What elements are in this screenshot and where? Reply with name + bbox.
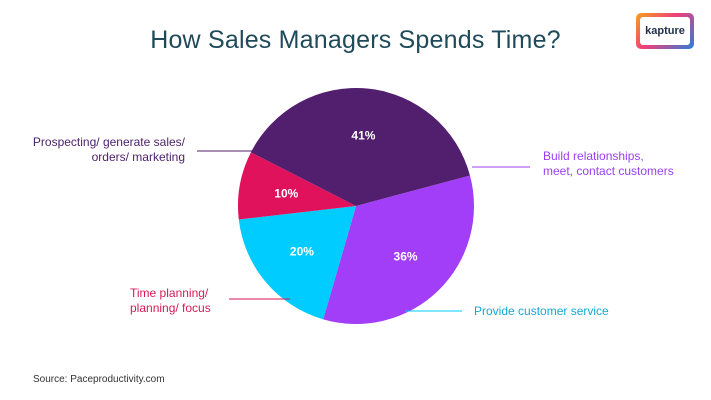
source-note: Source: Paceproductivity.com	[33, 374, 165, 385]
chart-title: How Sales Managers Spends Time?	[150, 26, 561, 54]
slice-percent-label: 36%	[394, 250, 418, 264]
kapture-logo: kapture	[636, 13, 694, 49]
slice-category-label: Prospecting/ generate sales/orders/ mark…	[33, 135, 186, 164]
pie-slice	[323, 175, 474, 324]
slice-category-label: Provide customer service	[474, 304, 609, 318]
logo-text: kapture	[640, 17, 690, 45]
slice-percent-label: 20%	[290, 245, 314, 259]
pie-slice	[238, 152, 356, 220]
pie-slice	[238, 206, 356, 320]
slice-percent-label: 41%	[351, 129, 375, 143]
slice-percent-label: 10%	[274, 186, 298, 200]
slice-category-label: Build relationships, meet, contact custom…	[543, 149, 674, 178]
pie-slice	[250, 87, 470, 206]
slice-category-label: Time planning/planning/ focus	[130, 286, 211, 315]
